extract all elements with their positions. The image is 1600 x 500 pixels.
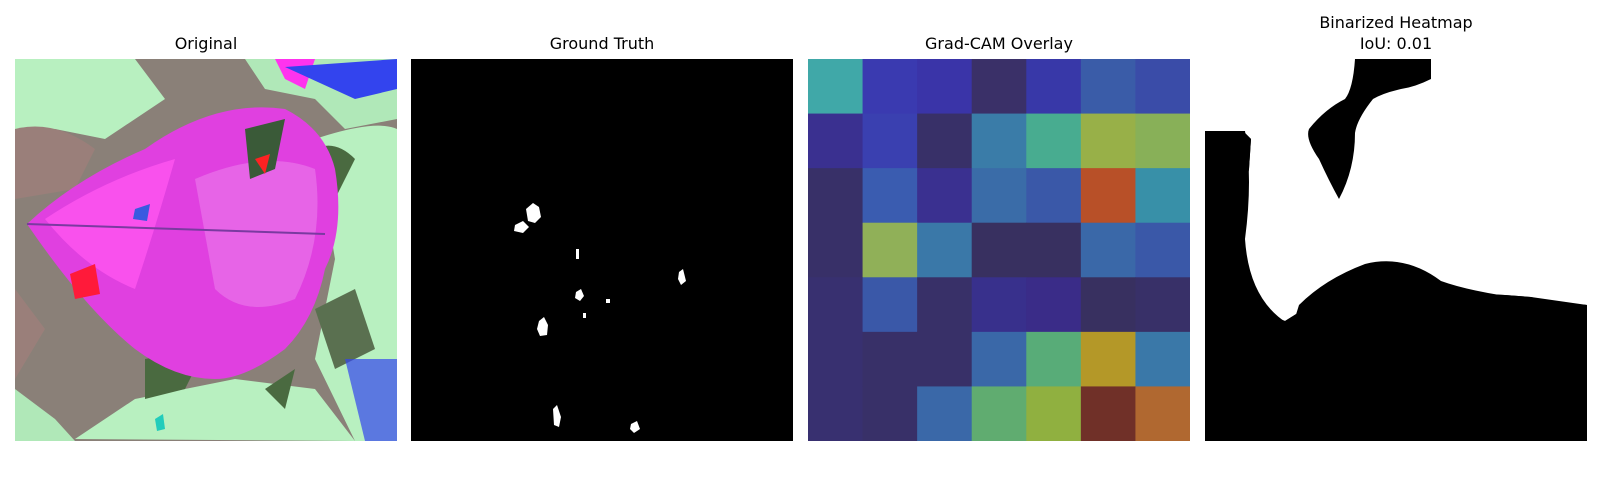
gradcam-cell (1135, 331, 1190, 387)
gradcam-cell (1080, 386, 1136, 441)
gradcam-cell (1026, 113, 1082, 169)
gradcam-cell (917, 331, 973, 387)
gradcam-cell (1135, 277, 1190, 333)
gradcam-cell (917, 386, 973, 441)
original-image (15, 59, 397, 441)
gradcam-cell (1026, 386, 1082, 441)
gradcam-cell (971, 386, 1027, 441)
gradcam-cell (808, 277, 864, 333)
gradcam-cell (808, 331, 864, 387)
gradcam-cell (971, 168, 1027, 224)
gradcam-cell (971, 222, 1027, 278)
gradcam-cell (862, 113, 918, 169)
gradcam-cell (1135, 222, 1190, 278)
gradcam-cell (808, 168, 864, 224)
gradcam-cell (1080, 59, 1136, 115)
gradcam-cell (1080, 113, 1136, 169)
gradcam-cell (917, 222, 973, 278)
gradcam-cell (1026, 168, 1082, 224)
ground-truth-mask (411, 59, 793, 441)
gradcam-cell (1026, 331, 1082, 387)
gradcam-cell (1080, 277, 1136, 333)
gradcam-cell (917, 168, 973, 224)
gradcam-cell (1080, 331, 1136, 387)
gradcam-cell (1026, 277, 1082, 333)
gradcam-cell (862, 277, 918, 333)
gradcam-cell (862, 386, 918, 441)
gradcam-cell (862, 59, 918, 115)
gradcam-cell (1135, 59, 1190, 115)
gradcam-overlay-title: Grad-CAM Overlay (925, 34, 1073, 53)
gradcam-cell (1135, 168, 1190, 224)
gradcam-cell (808, 222, 864, 278)
gradcam-cell (1080, 222, 1136, 278)
gradcam-cell (971, 331, 1027, 387)
gradcam-cell (971, 59, 1027, 115)
gradcam-overlay-image (808, 59, 1190, 441)
gradcam-cell (971, 277, 1027, 333)
gradcam-cell (1026, 222, 1082, 278)
binarized-heatmap-image (1205, 59, 1587, 441)
gradcam-cell (1080, 168, 1136, 224)
gradcam-cell (862, 222, 918, 278)
gradcam-cell (971, 113, 1027, 169)
gradcam-cell (862, 331, 918, 387)
gradcam-cell (862, 168, 918, 224)
gradcam-cell (917, 113, 973, 169)
gradcam-cell (1135, 386, 1190, 441)
gradcam-cell (808, 59, 864, 115)
gradcam-cell (917, 277, 973, 333)
gradcam-cell (1026, 59, 1082, 115)
gradcam-cell (1135, 113, 1190, 169)
gradcam-cell (808, 386, 864, 441)
binarized-heatmap-title: Binarized Heatmap (1319, 13, 1473, 32)
iou-label: IoU: 0.01 (1359, 34, 1433, 53)
gradcam-cell (917, 59, 973, 115)
original-title: Original (174, 34, 238, 53)
gradcam-cell (808, 113, 864, 169)
ground-truth-title: Ground Truth (549, 34, 655, 53)
